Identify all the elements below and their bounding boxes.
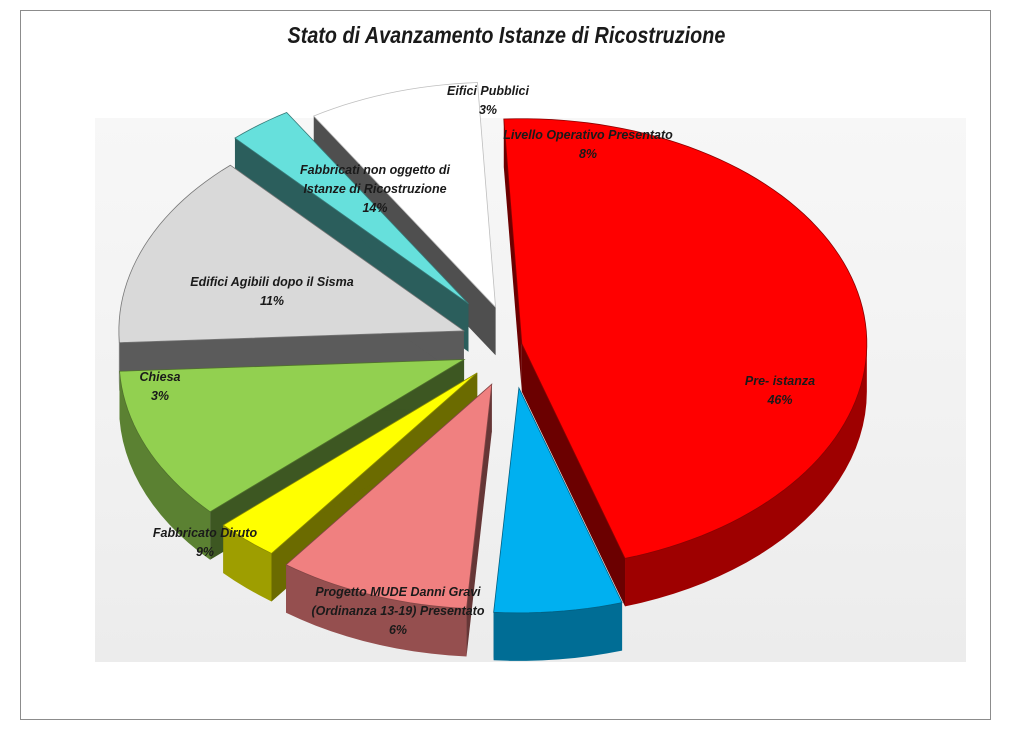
slice-outer-wall xyxy=(119,371,211,560)
slice-label: Pre- istanza 46% xyxy=(745,374,815,407)
slice-value-label: 8% xyxy=(579,147,597,161)
slice-label: Livello Operativo Presentato 8% xyxy=(503,128,673,161)
slice-top-face xyxy=(493,386,623,614)
chart-title: Stato di Avanzamento Istanze di Ricostru… xyxy=(287,22,726,48)
slice-side-wall xyxy=(503,119,522,392)
pie-slice xyxy=(503,118,868,607)
slice-value-label: 14% xyxy=(362,201,387,215)
slice-top-face xyxy=(118,164,466,344)
slice-outer-wall xyxy=(625,343,867,607)
slice-top-face xyxy=(119,359,466,513)
slice-top-face xyxy=(222,372,478,554)
slice-value-label: 6% xyxy=(389,623,407,637)
slice-labels: Pre- istanza 46% Progetto MUDE Danni Gravi… xyxy=(140,84,816,637)
slice-label: Fabbricato Diruto 9% xyxy=(153,526,258,559)
slice-top-face xyxy=(313,82,497,309)
slice-value-label: 3% xyxy=(479,103,497,117)
slice-label: Progetto MUDE Danni Gravi (Ordinanza 13-1… xyxy=(312,585,485,637)
pie-slice xyxy=(493,386,623,661)
slice-side-wall xyxy=(521,343,626,607)
slice-label: Edifici Agibili dopo il Sisma 11% xyxy=(190,275,353,308)
slice-value-label: 3% xyxy=(151,389,169,403)
slice-outer-wall xyxy=(493,602,623,661)
slice-side-wall xyxy=(466,384,492,657)
slice-outer-wall xyxy=(286,564,467,657)
pie-slice xyxy=(285,383,493,657)
slice-value-label: 46% xyxy=(766,393,792,407)
slice-top-face xyxy=(285,383,493,609)
slice-top-face xyxy=(503,118,868,559)
slice-top-face xyxy=(234,112,469,305)
slice-outer-wall xyxy=(223,525,272,602)
slice-label: Chiesa 3% xyxy=(140,370,181,403)
slice-value-label: 11% xyxy=(260,294,284,308)
slice-label: Eifici Pubblici 3% xyxy=(447,84,529,117)
slice-label: Fabbricati non oggetto di Istanze di Rico… xyxy=(300,163,451,215)
slice-value-label: 9% xyxy=(196,545,214,559)
pie-slices xyxy=(118,82,868,661)
